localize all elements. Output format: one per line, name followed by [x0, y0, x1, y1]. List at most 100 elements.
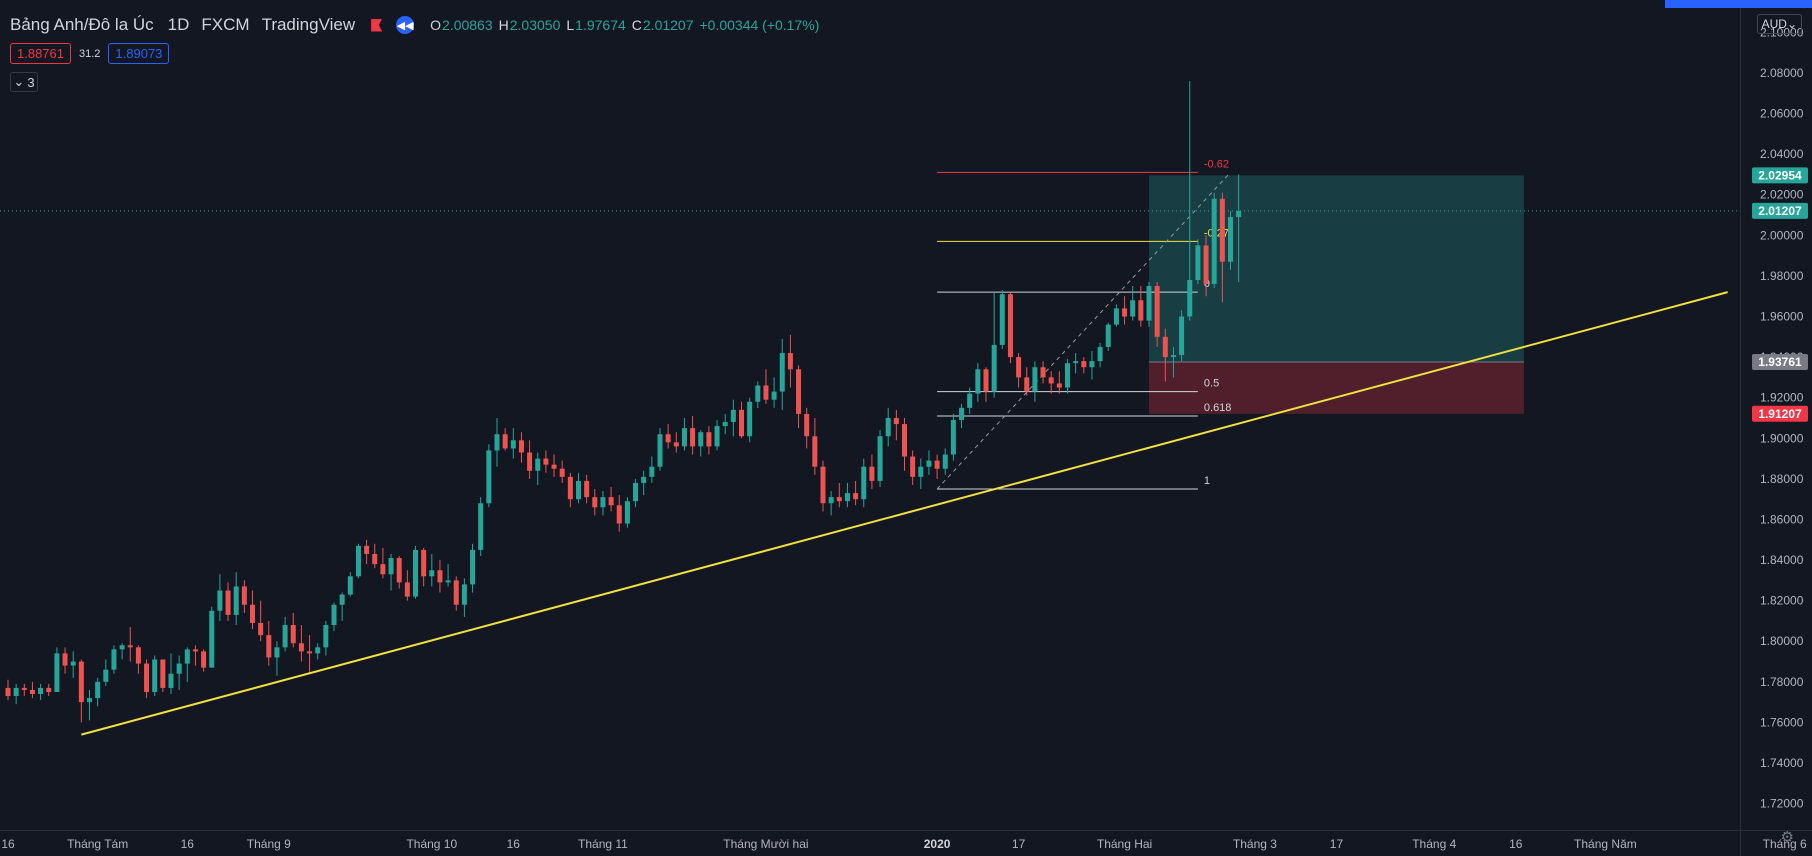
candle: [1228, 210, 1233, 270]
candle-body: [274, 647, 280, 658]
ohlc-change: +0.00344 (+0.17%): [699, 17, 820, 33]
indicators-toggle[interactable]: ⌄ 3: [10, 72, 38, 92]
candle-body: [29, 689, 35, 695]
fib-level-label: 0: [1204, 278, 1210, 290]
candle: [250, 590, 255, 630]
x-tick-label: Tháng Năm: [1574, 837, 1637, 851]
candle-body: [54, 653, 60, 692]
y-tick-label: 1.72000: [1760, 797, 1804, 811]
candle-body: [127, 645, 133, 648]
candle-body: [1228, 217, 1233, 262]
candle: [144, 659, 150, 699]
x-tick-label: 16: [507, 837, 521, 851]
candle-body: [739, 409, 744, 437]
candle: [233, 572, 239, 626]
candle-body: [225, 590, 231, 615]
candle: [584, 474, 590, 504]
rewind-icon[interactable]: ◀◀: [396, 16, 415, 34]
candle-body: [95, 681, 101, 699]
candle: [1170, 346, 1176, 378]
candle-body: [959, 407, 965, 421]
candle: [1187, 81, 1193, 321]
price-label: 2.01207: [1758, 204, 1802, 218]
flag-icon[interactable]: [371, 18, 383, 32]
fib-level-label: 1: [1204, 475, 1210, 487]
candle: [1219, 192, 1225, 303]
candle-body: [796, 369, 802, 414]
candle-body: [551, 464, 557, 469]
candle-body: [364, 545, 370, 554]
sell-button[interactable]: 1.88761: [10, 43, 71, 64]
candle-body: [62, 653, 68, 666]
candle: [649, 456, 655, 483]
y-tick-label: 1.76000: [1760, 715, 1804, 729]
candle-body: [1081, 361, 1087, 368]
candle: [730, 399, 736, 437]
y-tick-label: 1.96000: [1760, 310, 1804, 324]
candle-body: [934, 460, 940, 469]
candle: [641, 470, 647, 496]
price-label-bg: [1752, 202, 1808, 219]
candle: [999, 290, 1005, 349]
candle-body: [21, 687, 27, 690]
candle: [893, 409, 899, 441]
candle-body: [1056, 383, 1062, 388]
candle: [779, 338, 785, 410]
candle-body: [999, 294, 1005, 345]
candle-body: [339, 594, 345, 605]
candle-body: [983, 369, 989, 392]
candle-body: [404, 582, 410, 597]
candle-body: [527, 452, 533, 471]
settings-gear-icon[interactable]: ⚙: [1780, 829, 1794, 846]
candle-body: [1040, 367, 1046, 378]
x-tick-label: 2020: [924, 837, 951, 851]
candle-body: [87, 698, 92, 703]
candle-body: [624, 501, 630, 524]
candle: [820, 460, 826, 512]
candle: [942, 448, 948, 475]
candle-body: [779, 353, 785, 392]
candle: [527, 440, 533, 479]
candle-body: [836, 497, 842, 502]
candle-body: [135, 647, 141, 664]
interval-label[interactable]: 1D: [167, 15, 190, 34]
candle: [616, 495, 622, 532]
buy-button[interactable]: 1.89073: [108, 43, 170, 64]
candle-body: [649, 466, 655, 477]
candle-body: [665, 434, 671, 443]
candle-body: [1105, 324, 1111, 347]
symbol-title[interactable]: Bảng Anh/Đô la Úc: [10, 15, 154, 34]
candle-body: [5, 687, 11, 697]
candle-body: [641, 476, 647, 483]
price-label: 2.02954: [1758, 168, 1802, 182]
x-tick-label: Tháng 3: [1233, 837, 1277, 851]
y-tick-label: 1.78000: [1760, 675, 1804, 689]
x-tick-label: 16: [181, 837, 195, 851]
candle-body: [714, 426, 720, 447]
candle: [298, 625, 304, 662]
chevron-down-icon: ⌄: [13, 74, 25, 89]
currency-selector[interactable]: AUD⌄: [1756, 14, 1802, 34]
feed-label: TradingView: [261, 15, 356, 34]
candle: [274, 641, 280, 676]
x-tick-label: Tháng 4: [1412, 837, 1456, 851]
candle: [453, 576, 459, 611]
candle-body: [535, 458, 541, 471]
candle-body: [437, 570, 443, 583]
candle: [478, 497, 484, 556]
candle: [665, 424, 671, 449]
candle: [869, 454, 875, 490]
candle-body: [820, 466, 826, 504]
candle: [967, 387, 973, 414]
candle-body: [1032, 367, 1038, 392]
candle-body: [470, 549, 476, 585]
candle: [429, 553, 435, 587]
chart-header: Bảng Anh/Đô la Úc 1D FXCM TradingView ◀◀…: [10, 14, 825, 36]
candle: [46, 683, 52, 697]
candle-body: [388, 558, 394, 575]
candle-body: [323, 625, 329, 648]
candle: [722, 413, 728, 435]
candle: [307, 635, 313, 674]
candle: [1073, 353, 1079, 374]
